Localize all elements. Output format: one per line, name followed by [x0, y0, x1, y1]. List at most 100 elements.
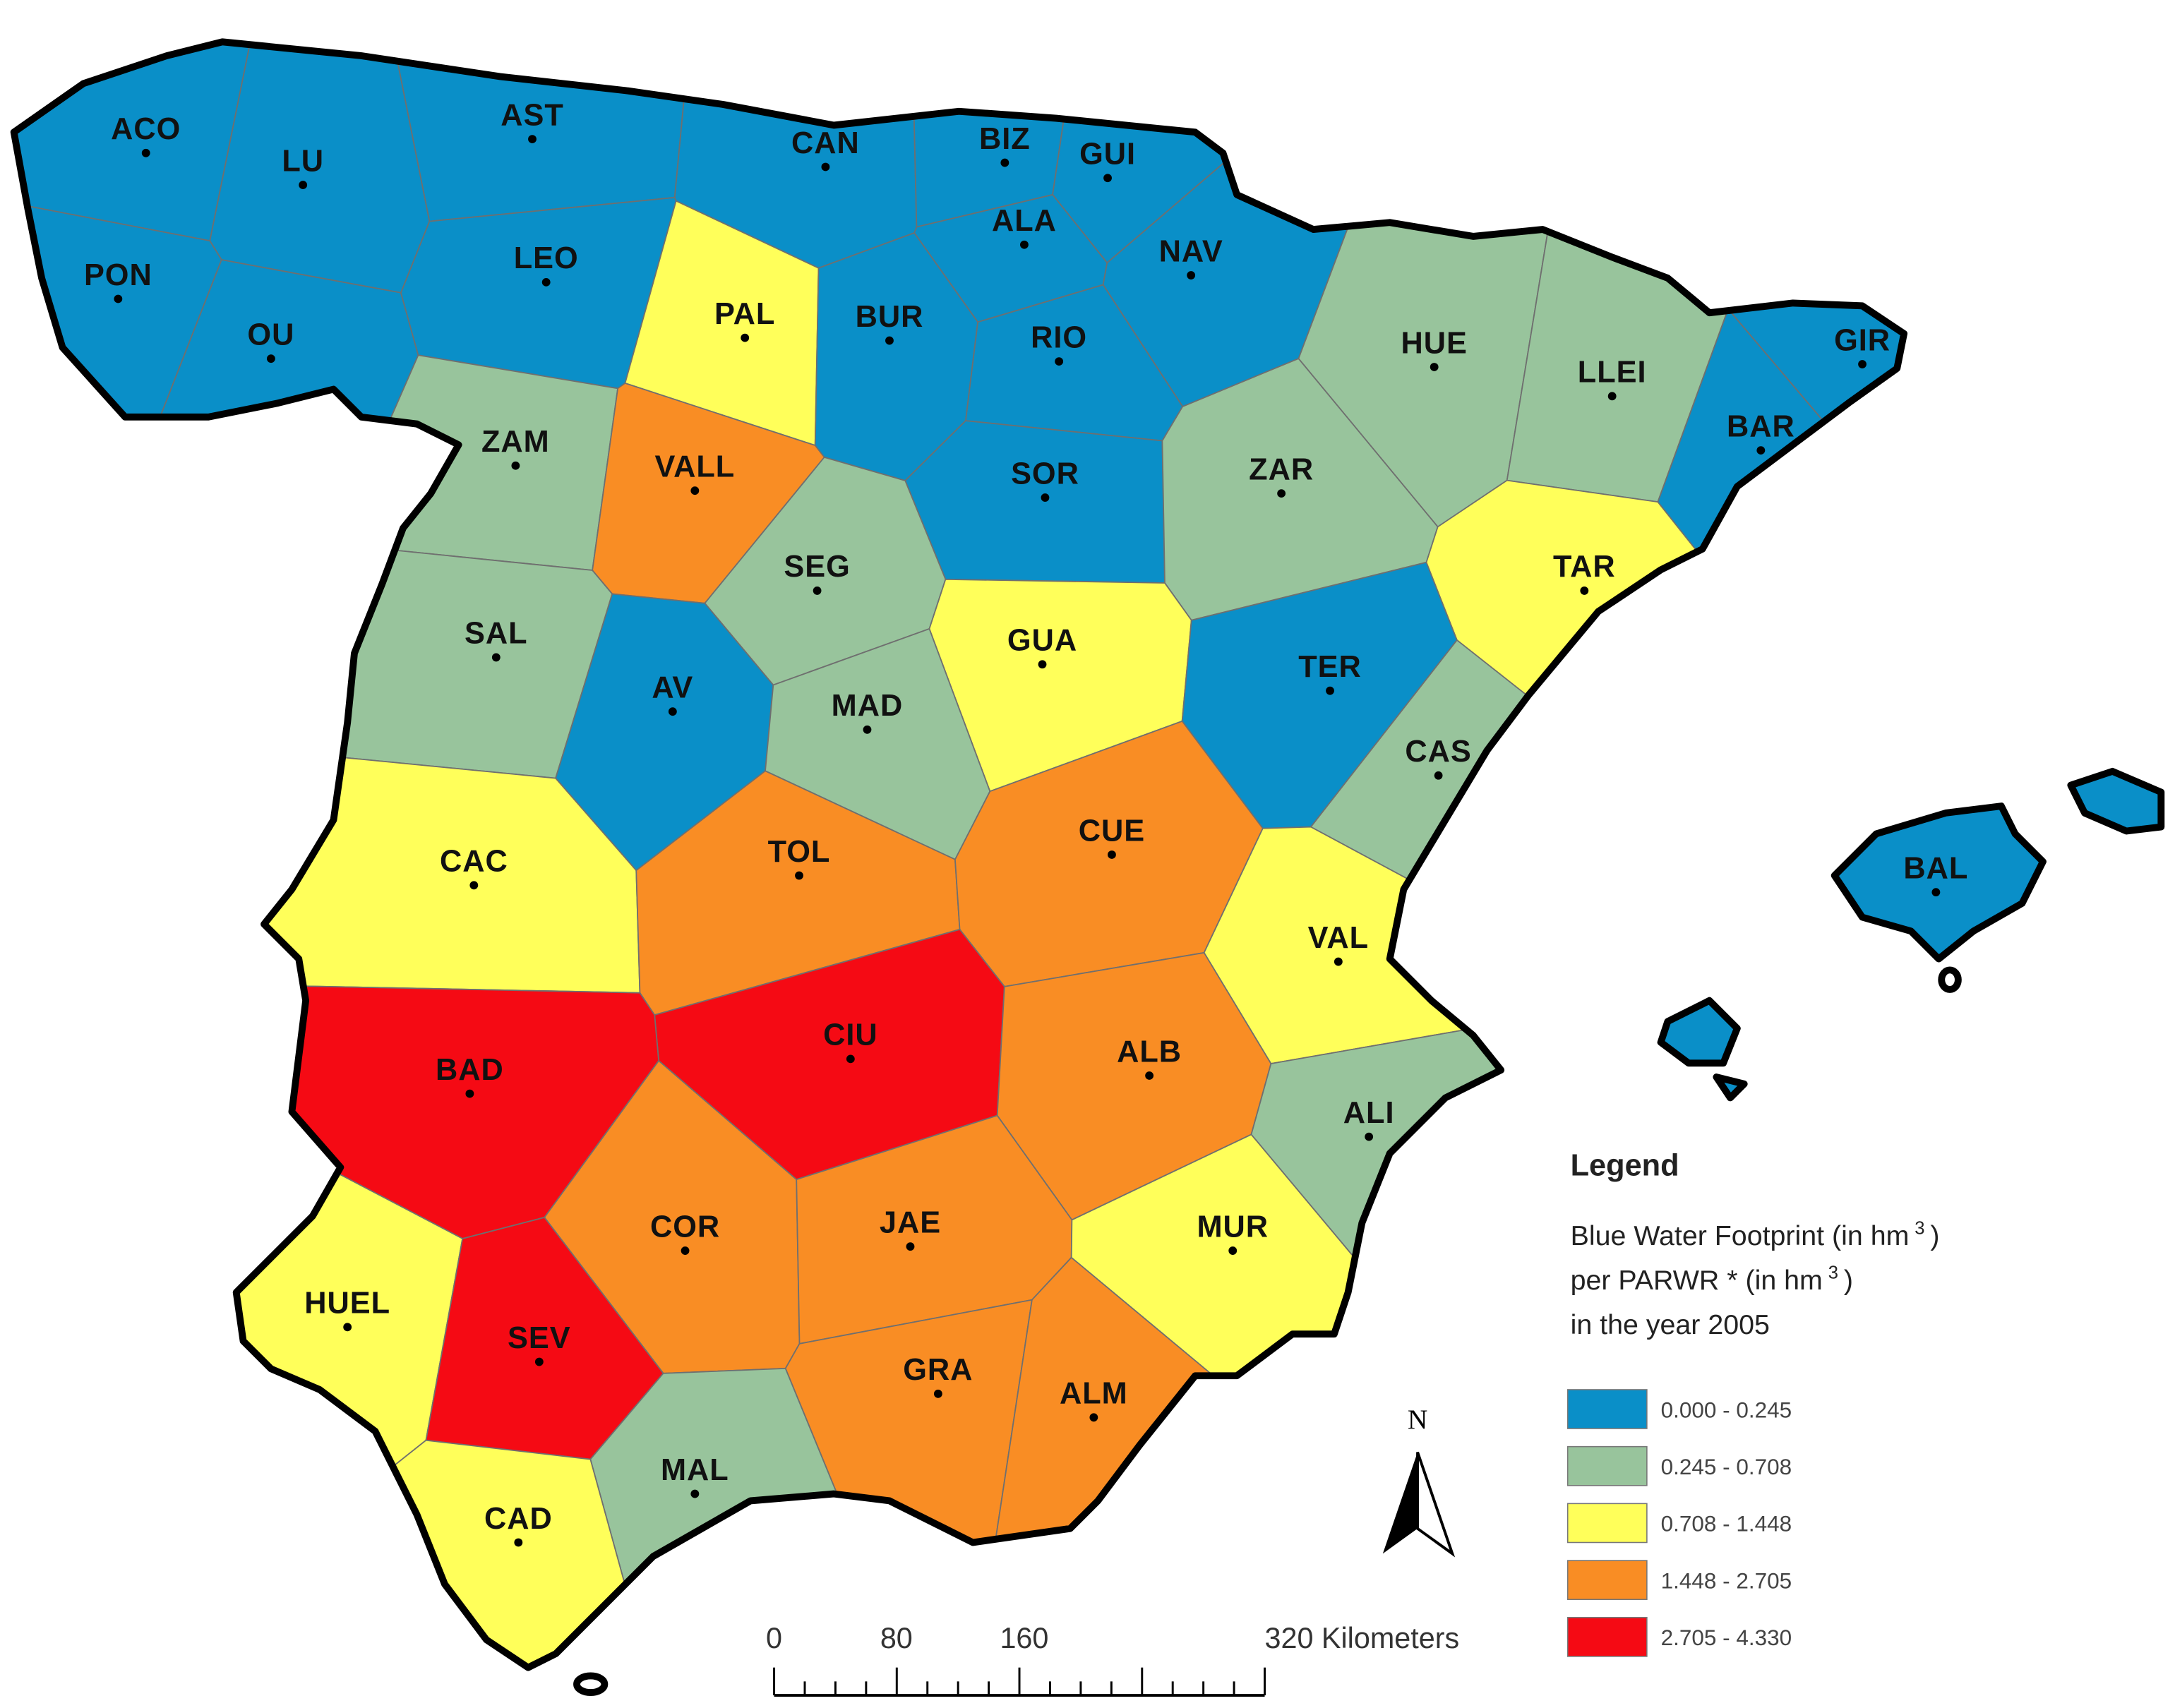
- legend-superscript: 3: [1828, 1263, 1838, 1282]
- legend-swatch: [1566, 1445, 1648, 1486]
- north-label: N: [1408, 1404, 1427, 1435]
- province-label: NAV: [1159, 234, 1223, 268]
- province-label: SEG: [784, 550, 850, 584]
- province-dot: [514, 1538, 523, 1547]
- province-dot: [821, 162, 830, 172]
- legend-label: 0.708 - 1.448: [1661, 1511, 1792, 1536]
- province-label: ACO: [111, 112, 181, 146]
- province-dot: [299, 181, 308, 189]
- legend-label: 0.245 - 0.708: [1661, 1454, 1792, 1479]
- scale-label: 160: [1000, 1622, 1048, 1654]
- province-dot: [885, 336, 894, 345]
- province-label: VALL: [654, 450, 735, 484]
- legend-description: in the year 2005: [1571, 1309, 1770, 1340]
- legend: Blue Water Footprint (in hm 3)per PARWR *…: [1566, 1218, 1939, 1657]
- legend-title: Legend: [1571, 1149, 1679, 1183]
- province-label: TOL: [768, 835, 831, 869]
- province-region: [904, 420, 1166, 584]
- province-dot: [933, 1389, 942, 1398]
- province-dot: [1228, 1246, 1238, 1255]
- province-label: COR: [650, 1210, 720, 1244]
- province-label: LEO: [514, 241, 579, 275]
- province-dot: [846, 1054, 855, 1064]
- province-dot: [1145, 1071, 1154, 1080]
- legend-text: Blue Water Footprint (in hm: [1571, 1220, 1910, 1251]
- legend-text: in the year 2005: [1571, 1309, 1770, 1340]
- province-label: CAD: [484, 1502, 553, 1536]
- province-dot: [1580, 587, 1589, 595]
- province-dot: [1430, 363, 1439, 371]
- province-label: CIU: [823, 1018, 878, 1052]
- province-label: PAL: [714, 297, 775, 331]
- province-label: HUE: [1401, 326, 1468, 360]
- legend-text: ): [1930, 1220, 1939, 1251]
- province-dot: [1334, 957, 1343, 966]
- province-dot: [465, 1089, 474, 1098]
- province-label: JAE: [880, 1205, 941, 1239]
- province-dot: [1020, 240, 1029, 249]
- province-label: GUA: [1007, 624, 1077, 658]
- province-dot: [795, 871, 803, 880]
- province-dot: [541, 277, 551, 287]
- province-dot: [266, 354, 275, 363]
- province-label: RIO: [1031, 320, 1087, 354]
- province-dot: [906, 1242, 915, 1251]
- scale-label: 0: [766, 1622, 782, 1654]
- legend-description: per PARWR * (in hm 3): [1571, 1263, 1853, 1296]
- province-label: CAN: [791, 126, 860, 160]
- province-dot: [813, 587, 822, 595]
- province-dot: [114, 294, 123, 303]
- legend-swatch: [1566, 1560, 1648, 1600]
- province-dot: [141, 148, 150, 157]
- province-dot: [469, 881, 479, 890]
- province-label: SEV: [508, 1321, 571, 1355]
- province-dot: [491, 653, 501, 662]
- province-dot: [1041, 493, 1050, 502]
- province-label: SAL: [465, 617, 528, 651]
- province-label: VAL: [1308, 921, 1369, 955]
- province-dot: [1607, 392, 1617, 401]
- legend-label: 0.000 - 0.245: [1661, 1397, 1792, 1422]
- province-label: OU: [247, 318, 294, 351]
- province-dot: [1103, 174, 1112, 183]
- province-label: BAL: [1903, 851, 1968, 885]
- province-label: CUE: [1079, 814, 1145, 848]
- province-label: BAD: [436, 1053, 504, 1087]
- province-dot: [690, 1489, 700, 1498]
- legend-label: 1.448 - 2.705: [1661, 1568, 1792, 1593]
- legend-text: per PARWR * (in hm: [1571, 1265, 1823, 1296]
- province-dot: [1277, 489, 1286, 498]
- province-label: MUR: [1197, 1210, 1269, 1244]
- province-label: MAD: [832, 689, 904, 723]
- province-dot: [1365, 1132, 1374, 1141]
- legend-swatch: [1566, 1503, 1648, 1544]
- province-dot: [528, 135, 537, 144]
- scale-label: 80: [880, 1622, 913, 1654]
- province-label: TAR: [1553, 550, 1616, 584]
- province-dot: [1108, 850, 1116, 859]
- legend-swatch: [1566, 1389, 1648, 1429]
- legend-label: 2.705 - 4.330: [1661, 1625, 1792, 1650]
- province-dot: [690, 486, 700, 495]
- legend-text: ): [1844, 1265, 1853, 1296]
- province-label: ALA: [992, 204, 1057, 238]
- province-dot: [1000, 158, 1009, 167]
- province-dot: [741, 333, 750, 342]
- province-label: GIR: [1834, 323, 1891, 357]
- province-label: LLEI: [1578, 356, 1647, 390]
- province-label: CAS: [1405, 735, 1471, 769]
- province-label: ALI: [1343, 1096, 1395, 1130]
- province-dot: [1326, 686, 1334, 695]
- province-label: GUI: [1079, 138, 1136, 172]
- province-label: ALB: [1117, 1035, 1182, 1069]
- province-label: AV: [652, 671, 693, 705]
- coastline: [10, 38, 2165, 1697]
- province-label: MAL: [661, 1453, 729, 1487]
- province-dot: [668, 707, 677, 716]
- scale-label: 320 Kilometers: [1264, 1622, 1459, 1654]
- province-label: ZAR: [1249, 452, 1314, 486]
- province-label: ZAM: [481, 425, 550, 459]
